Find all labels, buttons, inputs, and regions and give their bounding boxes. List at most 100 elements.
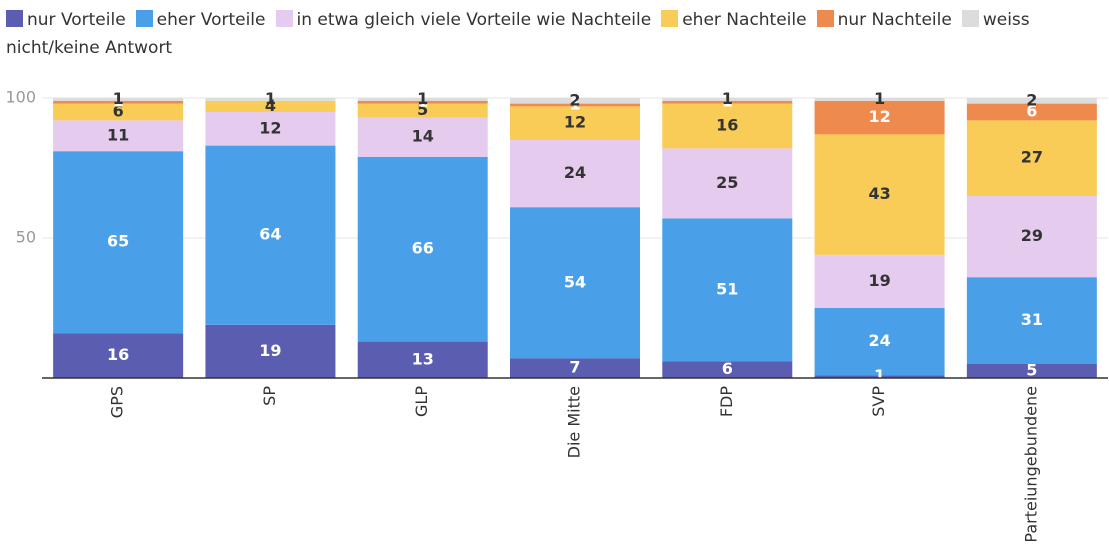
bar-segment	[205, 145, 336, 325]
bar-segment	[205, 100, 336, 112]
data-label: 27	[1021, 148, 1043, 167]
bar-segment	[510, 103, 640, 107]
data-label: 1	[874, 89, 885, 108]
data-label: 1	[722, 89, 733, 108]
legend-swatch	[816, 10, 834, 27]
data-label: 16	[107, 345, 129, 364]
data-label: 65	[107, 232, 129, 251]
bar-segment	[357, 156, 488, 342]
legend-item: eher Nachteile	[661, 10, 807, 30]
y-tick-label: 50	[16, 228, 36, 247]
legend-swatch	[6, 10, 23, 27]
legend-label: nur Vorteile	[27, 10, 126, 30]
bar-segment	[205, 98, 336, 101]
bar-segment	[53, 98, 184, 101]
data-label: 1	[417, 89, 428, 108]
bar-segment	[205, 112, 336, 146]
bar-segment	[510, 140, 640, 208]
bar-segment	[53, 151, 184, 334]
bar-segment	[966, 277, 1097, 364]
bar-segment	[53, 100, 184, 104]
data-label: 11	[107, 125, 129, 144]
data-label: 1	[569, 95, 580, 114]
data-label: 24	[564, 163, 586, 182]
bar-segment	[966, 98, 1097, 104]
bar-segment	[357, 341, 488, 378]
data-label: 1	[874, 366, 885, 385]
data-label: 24	[868, 331, 890, 350]
legend-swatch	[275, 10, 293, 27]
x-tick-label: Die Mitte	[565, 386, 584, 458]
bar-segment	[205, 324, 336, 378]
legend-label: eher Nachteile	[682, 10, 807, 30]
legend-label: nur Nachteile	[837, 10, 952, 30]
legend-swatch	[661, 10, 679, 27]
data-label: 29	[1021, 226, 1043, 245]
data-label: 5	[1026, 361, 1037, 380]
data-label: 14	[412, 127, 434, 146]
bar-segment	[966, 120, 1097, 196]
bar-segment	[357, 103, 488, 118]
data-label: 1	[113, 92, 124, 111]
x-tick-label: SVP	[869, 386, 888, 417]
legend-item: weiss nicht/keine Antwort	[6, 10, 1030, 58]
bar-segment	[662, 148, 793, 219]
bar-segment	[53, 120, 184, 152]
data-label: 5	[417, 100, 428, 119]
bar-segment	[53, 333, 184, 378]
bar-segment	[966, 364, 1097, 378]
x-tick-label: FDP	[717, 386, 736, 418]
data-label: 12	[868, 107, 890, 126]
data-label: 6	[1026, 102, 1037, 121]
bar-segment	[510, 358, 640, 378]
data-label: 2	[1026, 90, 1037, 109]
legend-label: weiss nicht/keine Antwort	[6, 10, 1030, 58]
data-label: 1	[113, 89, 124, 108]
data-label: 66	[412, 239, 434, 258]
data-label: 1	[722, 92, 733, 111]
data-label: 12	[564, 113, 586, 132]
data-label: 31	[1021, 310, 1043, 329]
legend: nur Vorteile eher Vorteile in etwa gleich …	[6, 6, 1096, 62]
bar-segment	[966, 103, 1097, 121]
bar-segment	[510, 207, 640, 359]
legend-item: eher Vorteile	[135, 10, 266, 30]
data-label: 43	[868, 184, 890, 203]
data-label: 7	[569, 358, 580, 377]
bar-segment	[966, 196, 1097, 278]
legend-swatch	[135, 10, 153, 27]
bar-segment	[510, 106, 640, 140]
y-tick-label: 100	[5, 88, 36, 107]
data-label: 6	[113, 102, 124, 121]
bar-segment	[53, 103, 184, 121]
data-label: 6	[722, 359, 733, 378]
x-tick-label: Parteiungebundene	[1021, 386, 1040, 543]
legend-swatch	[961, 10, 979, 27]
data-label: 64	[259, 225, 281, 244]
bar-segment	[662, 100, 793, 104]
x-tick-label: GLP	[412, 386, 431, 417]
bar-segment	[357, 117, 488, 157]
data-label: 1	[417, 92, 428, 111]
x-tick-label: GPS	[108, 386, 127, 418]
bar-segment	[662, 98, 793, 101]
bar-segment	[662, 103, 793, 149]
data-label: 2	[569, 90, 580, 109]
data-label: 4	[265, 96, 276, 115]
bar-segment	[357, 98, 488, 101]
data-label: 19	[259, 341, 281, 360]
data-label: 13	[412, 349, 434, 368]
data-label: 1	[265, 89, 276, 108]
data-label: 54	[564, 272, 586, 291]
legend-item: in etwa gleich viele Vorteile wie Nachte…	[275, 10, 651, 30]
data-label: 12	[259, 118, 281, 137]
legend-label: eher Vorteile	[156, 10, 266, 30]
x-tick-label: SP	[260, 386, 279, 406]
bar-segment	[662, 361, 793, 378]
bar-segment	[814, 254, 945, 308]
bar-segment	[357, 100, 488, 104]
bar-segment	[814, 375, 945, 378]
data-label: 19	[868, 271, 890, 290]
